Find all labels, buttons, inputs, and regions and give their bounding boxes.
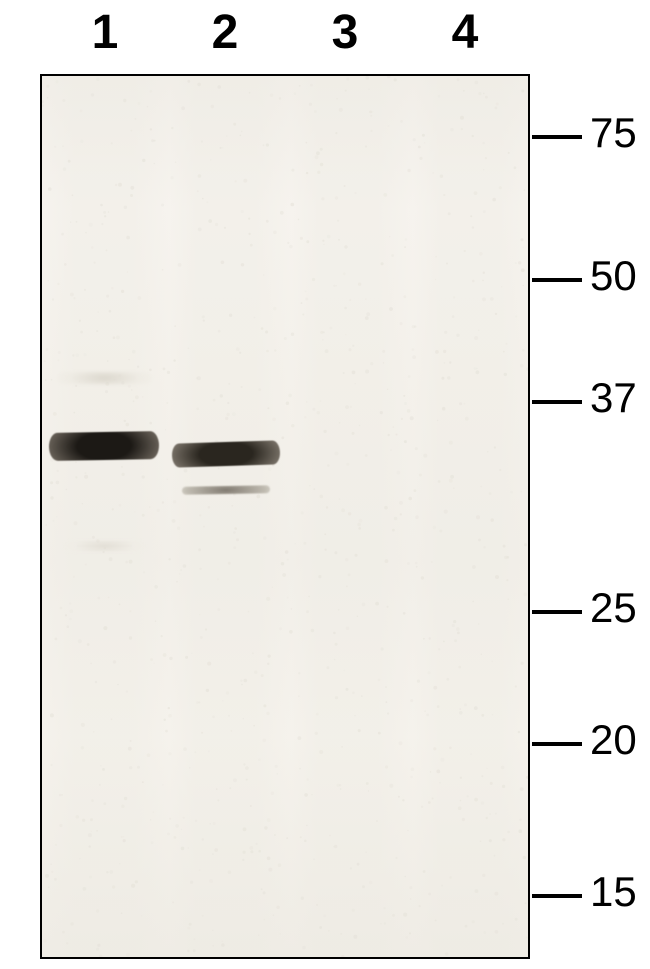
western-blot-membrane [40, 74, 530, 959]
mw-marker-label-15: 15 [590, 868, 637, 916]
mw-marker-tick-75 [532, 135, 582, 139]
band-lane1-faint-upper [57, 372, 152, 384]
mw-marker-label-25: 25 [590, 584, 637, 632]
lane-label-2: 2 [165, 5, 285, 60]
lane-label-3: 3 [285, 5, 405, 60]
mw-marker-tick-15 [532, 894, 582, 898]
band-lane2-main [172, 440, 281, 467]
mw-marker-label-75: 75 [590, 109, 637, 157]
membrane-lane-shading [42, 76, 528, 957]
mw-marker-tick-50 [532, 278, 582, 282]
mw-marker-tick-25 [532, 610, 582, 614]
lane-label-1: 1 [45, 5, 165, 60]
mw-marker-tick-37 [532, 400, 582, 404]
membrane-area [42, 76, 528, 957]
band-lane1-main [49, 431, 159, 461]
figure-container: 1 2 3 4 75 50 37 25 20 15 [0, 0, 650, 969]
lane-label-4: 4 [405, 5, 525, 60]
mw-marker-label-50: 50 [590, 252, 637, 300]
mw-marker-tick-20 [532, 742, 582, 746]
band-lane2-minor [182, 485, 270, 495]
mw-marker-label-20: 20 [590, 716, 637, 764]
mw-marker-label-37: 37 [590, 374, 637, 422]
lane-labels-row: 1 2 3 4 [45, 5, 525, 60]
band-lane1-faint-lower [62, 541, 147, 551]
